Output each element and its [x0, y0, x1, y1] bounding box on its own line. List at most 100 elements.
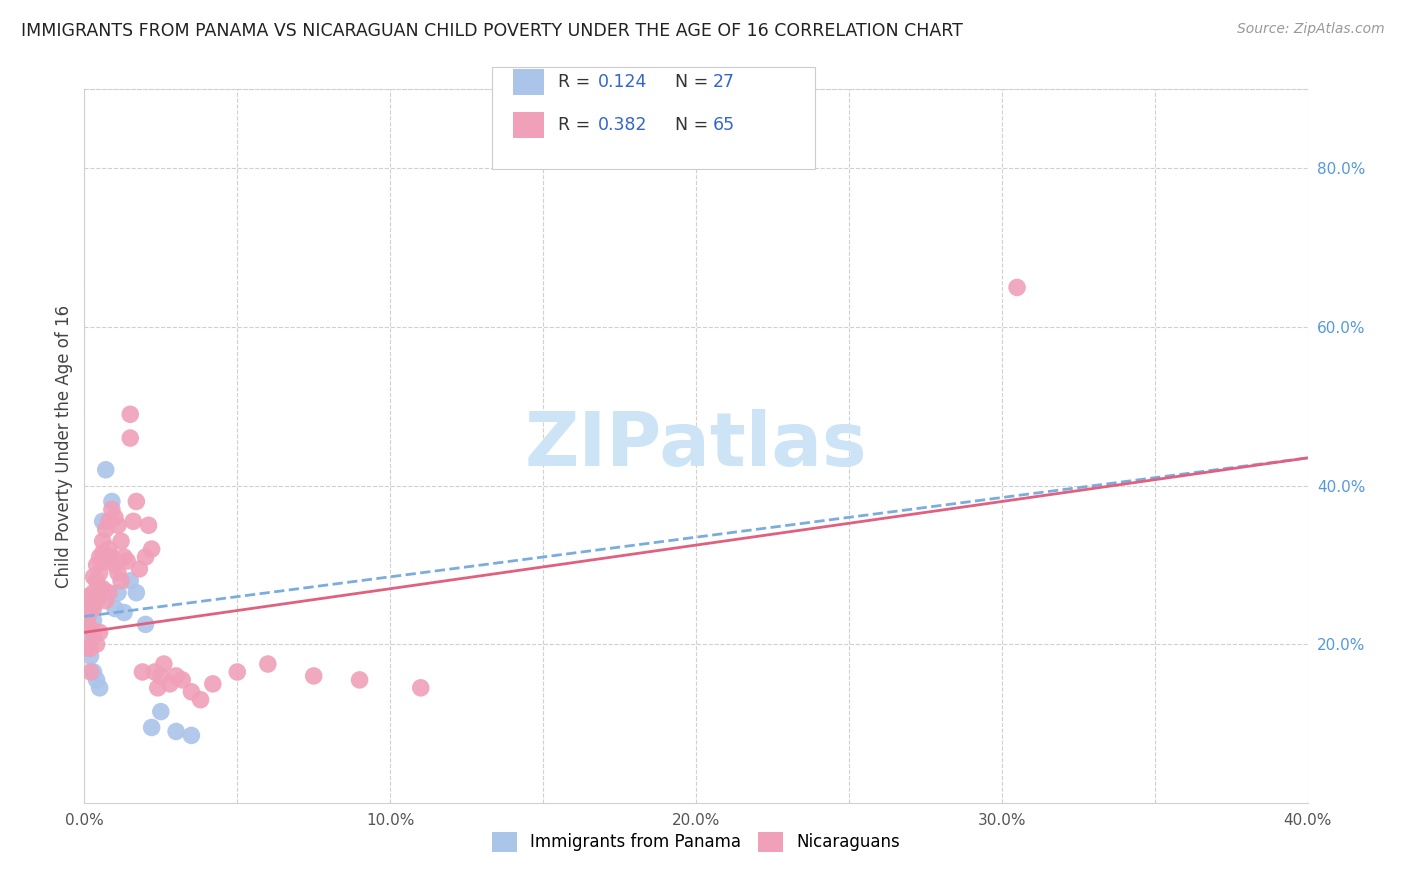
Point — [89, 549, 111, 564]
Point — [79, 606, 101, 620]
Point — [79, 601, 101, 615]
Point — [94, 463, 117, 477]
Point — [110, 574, 132, 588]
Point — [101, 502, 124, 516]
Point — [97, 514, 120, 528]
Point — [83, 601, 105, 615]
Point — [86, 673, 108, 687]
Point — [120, 407, 142, 421]
Point — [79, 641, 101, 656]
Point — [86, 637, 108, 651]
Point — [86, 590, 108, 604]
Point — [110, 534, 132, 549]
Point — [201, 677, 224, 691]
Text: N =: N = — [664, 116, 713, 134]
Text: 27: 27 — [713, 73, 735, 91]
Point — [76, 614, 98, 628]
Point — [104, 558, 127, 572]
Point — [83, 570, 105, 584]
Point — [149, 669, 172, 683]
Text: 65: 65 — [713, 116, 735, 134]
Point — [107, 518, 129, 533]
Point — [79, 621, 101, 635]
Point — [86, 574, 108, 588]
Y-axis label: Child Poverty Under the Age of 16: Child Poverty Under the Age of 16 — [55, 304, 73, 588]
Text: R =: R = — [558, 73, 596, 91]
Point — [125, 585, 148, 599]
Point — [141, 542, 163, 557]
Point — [83, 598, 105, 612]
Point — [89, 681, 111, 695]
Point — [153, 657, 176, 671]
Point — [76, 637, 98, 651]
Point — [89, 590, 111, 604]
Point — [101, 494, 124, 508]
Point — [89, 625, 111, 640]
Text: 0.124: 0.124 — [598, 73, 647, 91]
Point — [180, 728, 202, 742]
Text: Source: ZipAtlas.com: Source: ZipAtlas.com — [1237, 22, 1385, 37]
Point — [89, 582, 111, 596]
Point — [115, 554, 138, 568]
Point — [86, 593, 108, 607]
Point — [94, 554, 117, 568]
Point — [89, 566, 111, 580]
Point — [120, 574, 142, 588]
Point — [97, 585, 120, 599]
Point — [101, 549, 124, 564]
Point — [138, 518, 160, 533]
Point — [180, 685, 202, 699]
Point — [302, 669, 325, 683]
Point — [76, 617, 98, 632]
Point — [135, 549, 157, 564]
Point — [76, 590, 98, 604]
Point — [141, 721, 163, 735]
Point — [97, 542, 120, 557]
Point — [149, 705, 172, 719]
Point — [76, 601, 98, 615]
Text: R =: R = — [558, 116, 596, 134]
Point — [91, 546, 114, 560]
Point — [104, 510, 127, 524]
Point — [135, 617, 157, 632]
Point — [76, 641, 98, 656]
Point — [91, 514, 114, 528]
Point — [125, 494, 148, 508]
Point — [79, 621, 101, 635]
Point — [83, 614, 105, 628]
Point — [83, 585, 105, 599]
Point — [165, 724, 187, 739]
Point — [79, 649, 101, 664]
Point — [409, 681, 432, 695]
Text: ZIPatlas: ZIPatlas — [524, 409, 868, 483]
Point — [143, 665, 166, 679]
Point — [146, 681, 169, 695]
Point — [86, 558, 108, 572]
Point — [349, 673, 371, 687]
Point — [91, 582, 114, 596]
Point — [128, 562, 150, 576]
Point — [91, 534, 114, 549]
Point — [172, 673, 194, 687]
Point — [94, 593, 117, 607]
Point — [131, 665, 153, 679]
Point — [104, 601, 127, 615]
Legend: Immigrants from Panama, Nicaraguans: Immigrants from Panama, Nicaraguans — [485, 825, 907, 859]
Point — [190, 692, 212, 706]
Point — [97, 549, 120, 564]
Point — [83, 629, 105, 643]
Point — [83, 665, 105, 679]
Point — [120, 431, 142, 445]
Point — [79, 665, 101, 679]
Point — [94, 522, 117, 536]
Point — [112, 549, 135, 564]
Point — [257, 657, 280, 671]
Point — [107, 585, 129, 599]
Point — [159, 677, 181, 691]
Text: 0.382: 0.382 — [598, 116, 647, 134]
Text: IMMIGRANTS FROM PANAMA VS NICARAGUAN CHILD POVERTY UNDER THE AGE OF 16 CORRELATI: IMMIGRANTS FROM PANAMA VS NICARAGUAN CHI… — [21, 22, 963, 40]
Point — [112, 606, 135, 620]
Point — [79, 593, 101, 607]
Point — [76, 601, 98, 615]
Text: N =: N = — [664, 73, 713, 91]
